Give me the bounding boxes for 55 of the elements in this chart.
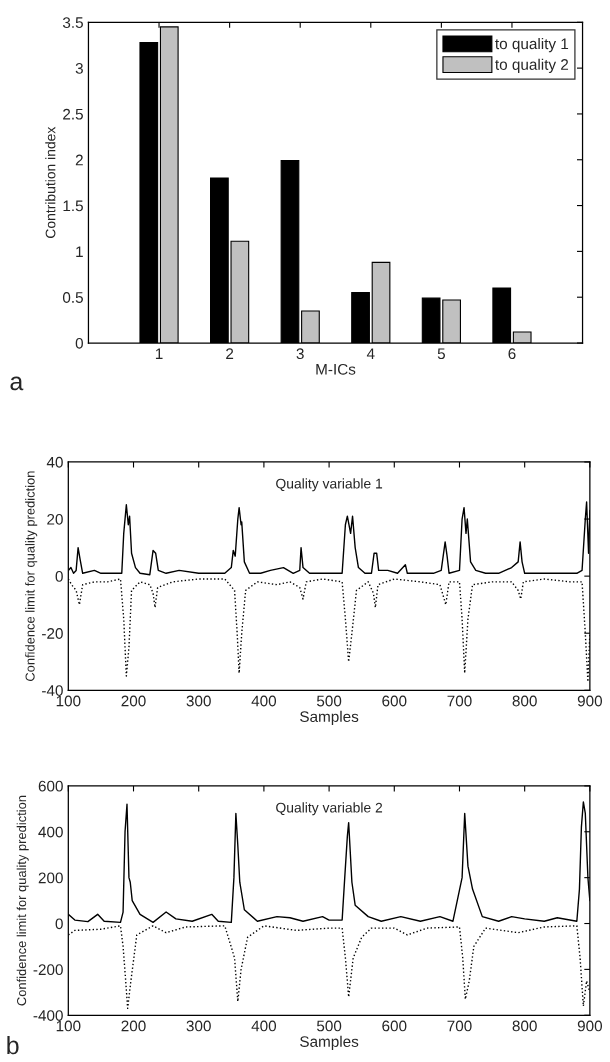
x-tick-label: 600 bbox=[382, 1020, 407, 1032]
y-tick-label: 3 bbox=[75, 62, 83, 74]
legend-label: to quality 2 bbox=[495, 58, 569, 73]
x-tick-label: 6 bbox=[508, 348, 516, 360]
y-tick-label: 40 bbox=[46, 456, 63, 468]
x-tick-label: 5 bbox=[437, 348, 445, 360]
y-tick-label: -400 bbox=[33, 1010, 63, 1021]
x-tick-label: 900 bbox=[577, 1020, 603, 1032]
y-axis-title: Confidence limit for quality prediction bbox=[25, 471, 38, 682]
x-tick-label: 200 bbox=[121, 695, 146, 707]
y-tick-label: 0 bbox=[55, 571, 63, 582]
y-axis-title: Confidence limit for quality prediction bbox=[16, 795, 29, 1006]
x-tick-label: 700 bbox=[447, 695, 472, 707]
x-tick-label: 500 bbox=[316, 695, 342, 707]
annotation: Quality variable 2 bbox=[276, 802, 383, 816]
x-tick-label: 900 bbox=[577, 695, 603, 707]
x-tick-label: 4 bbox=[366, 348, 375, 359]
y-tick-label: 0 bbox=[75, 337, 83, 349]
x-tick-label: 800 bbox=[512, 1020, 537, 1032]
x-tick-label: 1 bbox=[155, 348, 163, 359]
y-tick-label: 200 bbox=[38, 872, 63, 884]
x-tick-label: 100 bbox=[56, 695, 81, 707]
x-tick-label: 200 bbox=[121, 1020, 146, 1032]
y-axis-title: Contribution index bbox=[45, 126, 56, 238]
y-tick-label: 1 bbox=[76, 246, 83, 257]
y-tick-label: 1.5 bbox=[63, 200, 83, 212]
text: b bbox=[7, 1035, 19, 1055]
x-tick-label: 800 bbox=[512, 695, 537, 707]
legend-label: to quality 1 bbox=[495, 37, 569, 53]
y-tick-label: -20 bbox=[42, 628, 63, 639]
y-tick-label: 3.5 bbox=[62, 17, 83, 28]
y-tick-label: 2 bbox=[75, 154, 83, 166]
x-tick-label: 2 bbox=[226, 348, 234, 359]
x-tick-label: 500 bbox=[316, 1020, 342, 1032]
annotation: Quality variable 1 bbox=[276, 478, 383, 492]
x-tick-label: 300 bbox=[186, 1020, 211, 1032]
text: a bbox=[10, 376, 24, 391]
y-tick-label: 20 bbox=[47, 513, 63, 525]
y-tick-label: 400 bbox=[38, 826, 63, 838]
x-axis-title: Samples bbox=[300, 1035, 359, 1051]
x-axis-title: M-ICs bbox=[316, 363, 356, 375]
x-tick-label: 400 bbox=[251, 1020, 277, 1032]
y-tick-label: 2.5 bbox=[63, 108, 83, 120]
x-tick-label: 700 bbox=[447, 1020, 472, 1032]
x-tick-label: 400 bbox=[251, 695, 277, 707]
y-tick-label: -40 bbox=[42, 685, 63, 696]
y-tick-label: -200 bbox=[33, 964, 63, 976]
y-tick-label: 0.5 bbox=[62, 292, 83, 303]
x-tick-label: 3 bbox=[296, 348, 304, 360]
x-tick-label: 100 bbox=[56, 1020, 81, 1032]
x-tick-label: 300 bbox=[186, 695, 211, 707]
y-tick-label: 0 bbox=[55, 918, 63, 930]
x-tick-label: 600 bbox=[382, 695, 407, 707]
x-axis-title: Samples bbox=[300, 710, 359, 726]
y-tick-label: 600 bbox=[38, 780, 63, 792]
